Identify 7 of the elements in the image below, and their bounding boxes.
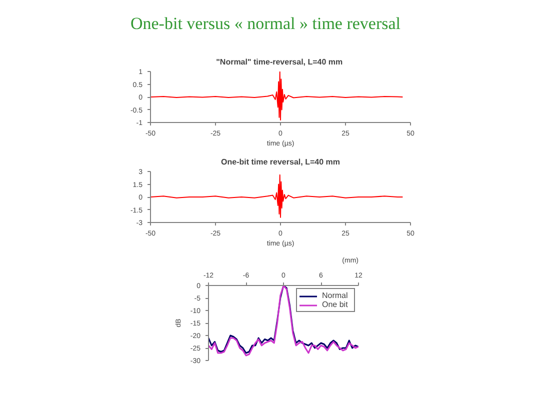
line-series bbox=[150, 174, 404, 218]
chart-title: "Normal" time-reversal, L=40 mm bbox=[216, 58, 343, 66]
chart-title: One-bit time reversal, L=40 mm bbox=[221, 158, 340, 166]
legend-label: Normal bbox=[322, 291, 349, 300]
line-series bbox=[150, 72, 404, 120]
text: One-bit versus « normal » time reversal bbox=[130, 14, 401, 33]
legend-label: One bit bbox=[322, 300, 349, 309]
